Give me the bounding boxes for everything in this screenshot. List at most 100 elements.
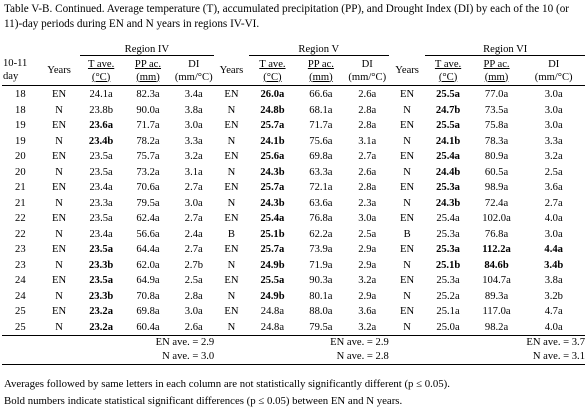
- precipitation-cell: 78.2a: [136, 135, 160, 147]
- day-cell: 19: [15, 120, 26, 132]
- table-row: 19 N 23.4b 78.2a 3.3a N 24.1b 75.6a 3.1a N 24.1b 78…: [2, 134, 585, 150]
- years-header: Years: [214, 55, 249, 86]
- drought-index-cell: 3.2b: [544, 290, 563, 302]
- drought-index-cell: 2.9a: [358, 290, 377, 302]
- precipitation-cell: 80.9a: [484, 151, 509, 163]
- temperature-cell: 25.3a: [436, 275, 460, 287]
- years-cell: EN: [400, 244, 415, 256]
- years-cell: N: [55, 321, 63, 333]
- region-v-header: Region V: [248, 39, 389, 56]
- years-cell: N: [227, 197, 236, 209]
- temperature-cell: 24.4b: [435, 166, 461, 178]
- drought-index-cell: 3.1a: [184, 166, 203, 178]
- drought-index-cell: 2.6a: [184, 321, 203, 333]
- temperature-cell: 24.7b: [435, 104, 461, 116]
- precipitation-cell: 63.6a: [309, 197, 333, 209]
- years-cell: N: [227, 290, 236, 302]
- temperature-cell: 25.1b: [260, 228, 285, 240]
- years-cell: N: [227, 321, 236, 333]
- temperature-cell: 25.5a: [260, 275, 285, 287]
- day-cell: 23: [15, 244, 26, 256]
- drought-index-cell: 2.7b: [184, 259, 204, 271]
- precipitation-cell: 60.4a: [136, 321, 160, 333]
- years-cell: EN: [224, 151, 239, 163]
- years-cell: EN: [400, 213, 415, 225]
- en-average-region-v: EN ave. = 2.9: [214, 335, 389, 350]
- years-cell: EN: [52, 306, 67, 318]
- column-header-row: 10-11 day Years T ave. (°C) PP ac. (mm) DI(…: [2, 55, 585, 86]
- precipitation-cell: 117.0a: [482, 306, 511, 318]
- years-cell: N: [403, 104, 411, 116]
- years-cell: EN: [52, 151, 67, 163]
- day-cell: 22: [15, 228, 26, 240]
- years-cell: EN: [400, 306, 415, 318]
- years-cell: EN: [400, 120, 415, 132]
- temperature-cell: 25.2a: [436, 290, 460, 302]
- temperature-cell: 24.3b: [260, 166, 285, 178]
- table-row: 22 N 23.4a 56.6a 2.4a B 25.1b 62.2a 2.5a B 25.3a 76…: [2, 227, 585, 243]
- temperature-cell: 23.2a: [89, 306, 114, 318]
- precipitation-cell: 77.0a: [484, 89, 509, 101]
- day-cell: 18: [15, 104, 26, 116]
- precipitation-cell: 64.9a: [136, 275, 160, 287]
- day-cell: 24: [15, 275, 26, 287]
- di-header: DI (mm/°C): [522, 55, 585, 86]
- en-average-row: EN ave. = 2.9 EN ave. = 2.9 EN ave. = 3.…: [2, 335, 585, 350]
- precipitation-cell: 102.0a: [482, 213, 511, 225]
- years-header: Years: [38, 55, 80, 86]
- temperature-cell: 26.0a: [260, 89, 285, 101]
- t-ave-header: T ave. (°C): [425, 55, 471, 86]
- day-header: 10-11 day: [2, 55, 39, 86]
- drought-index-cell: 3.4b: [544, 259, 564, 271]
- table-row: 25 N 23.2a 60.4a 2.6a N 24.8a 79.5a 3.2a N 25.0a 98…: [2, 320, 585, 336]
- precipitation-cell: 62.0a: [136, 259, 160, 271]
- precipitation-cell: 68.1a: [309, 104, 333, 116]
- years-cell: N: [403, 166, 411, 178]
- pp-ac-header: PP ac. (mm): [470, 55, 523, 86]
- temperature-cell: 23.3b: [88, 290, 114, 302]
- drought-index-cell: 2.4a: [184, 228, 203, 240]
- n-average-region-iv: N ave. = 3.0: [2, 350, 215, 365]
- drought-index-cell: 3.0a: [544, 120, 563, 132]
- table-row: 21 EN 23.4a 70.6a 2.7a EN 25.7a 72.1a 2.8a EN 25.3…: [2, 180, 585, 196]
- precipitation-cell: 79.5a: [309, 321, 333, 333]
- precipitation-cell: 76.8a: [309, 213, 333, 225]
- drought-index-cell: 3.0a: [358, 213, 377, 225]
- precipitation-cell: 90.0a: [136, 104, 160, 116]
- precipitation-cell: 70.8a: [136, 290, 160, 302]
- day-cell: 23: [15, 259, 26, 271]
- temperature-cell: 25.0a: [436, 321, 460, 333]
- temperature-cell: 25.3a: [436, 244, 460, 256]
- temperature-cell: 24.8a: [260, 321, 285, 333]
- years-header: Years: [388, 55, 426, 86]
- drought-index-cell: 3.0a: [184, 197, 203, 209]
- temperature-cell: 23.5a: [89, 213, 113, 225]
- years-cell: EN: [52, 275, 67, 287]
- data-table: Region IV Region V Region VI 10-11 day Ye…: [2, 39, 585, 365]
- table-row: 20 EN 23.5a 75.7a 3.2a EN 25.6a 69.8a 2.7a EN 25.4…: [2, 149, 585, 165]
- precipitation-cell: 88.0a: [309, 306, 333, 318]
- footnote-letters: Averages followed by same letters in eac…: [4, 378, 450, 390]
- di-header: DI (mm/°C): [345, 55, 389, 86]
- temperature-cell: 24.3b: [435, 197, 461, 209]
- drought-index-cell: 3.3a: [544, 135, 563, 147]
- temperature-cell: 25.7a: [260, 182, 285, 194]
- years-cell: EN: [224, 213, 239, 225]
- day-cell: 25: [15, 321, 26, 333]
- temperature-cell: 24.3b: [260, 197, 285, 209]
- years-cell: EN: [224, 89, 239, 101]
- years-cell: N: [55, 259, 63, 271]
- drought-index-cell: 3.3a: [184, 135, 203, 147]
- temperature-cell: 25.1a: [436, 306, 460, 318]
- years-cell: N: [55, 197, 63, 209]
- precipitation-cell: 90.3a: [309, 275, 333, 287]
- drought-index-cell: 2.5a: [544, 166, 563, 178]
- years-cell: EN: [52, 182, 67, 194]
- temperature-cell: 23.5a: [89, 275, 114, 287]
- temperature-cell: 25.4a: [436, 151, 460, 163]
- years-cell: EN: [400, 151, 415, 163]
- temperature-cell: 25.5a: [436, 89, 460, 101]
- years-cell: N: [227, 166, 236, 178]
- years-cell: N: [55, 104, 63, 116]
- temperature-cell: 23.4a: [89, 182, 113, 194]
